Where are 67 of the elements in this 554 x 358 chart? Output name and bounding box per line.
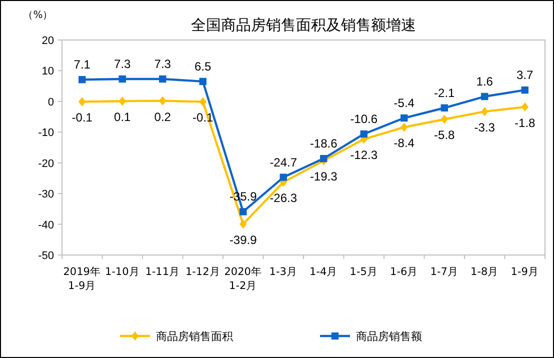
point xyxy=(118,75,126,83)
y-tick-label: 20 xyxy=(42,35,54,47)
point xyxy=(521,86,528,94)
data-label: -26.3 xyxy=(270,191,298,206)
x-tick-label: 1-9月 xyxy=(510,266,539,278)
data-label: 0.2 xyxy=(154,110,172,124)
x-tick-label: 1-3月 xyxy=(269,266,298,278)
point xyxy=(521,102,528,112)
data-label: 7.3 xyxy=(154,57,172,72)
point xyxy=(199,78,206,86)
y-tick-label: 10 xyxy=(42,66,54,78)
chart-title: 全国商品房销售面积及销售额增速 xyxy=(191,16,416,34)
point xyxy=(240,208,247,216)
legend-label: 商品房销售额 xyxy=(356,330,422,343)
data-label: -10.6 xyxy=(350,112,378,126)
data-label: -1.8 xyxy=(514,116,536,130)
point xyxy=(320,154,328,162)
point xyxy=(440,104,448,112)
point xyxy=(78,97,86,106)
point xyxy=(481,92,488,100)
data-label: -0.1 xyxy=(72,110,93,125)
data-label: -18.6 xyxy=(310,136,338,151)
x-tick-label: 1-4月 xyxy=(310,266,338,278)
data-label: -5.4 xyxy=(394,96,415,110)
y-tick-label: -50 xyxy=(38,250,54,262)
data-label: 7.3 xyxy=(114,57,132,72)
data-label: -12.3 xyxy=(350,148,378,162)
point xyxy=(159,75,166,83)
x-tick-label: 1-6月 xyxy=(390,266,418,278)
data-label: -5.8 xyxy=(434,128,456,142)
data-label: -3.3 xyxy=(474,120,496,135)
point xyxy=(400,122,408,132)
y-axis-title: （%） xyxy=(23,10,53,21)
data-label: -8.4 xyxy=(394,136,415,150)
point xyxy=(78,76,86,84)
x-tick-label: 2019年 1-9月 xyxy=(63,266,101,292)
x-tick-label: 1-12月 xyxy=(185,266,220,278)
point xyxy=(481,106,488,116)
point xyxy=(240,219,247,229)
x-tick-label: 1-11月 xyxy=(145,266,180,278)
point xyxy=(118,96,126,106)
data-label: -39.9 xyxy=(229,232,258,247)
y-tick-label: -40 xyxy=(38,219,54,232)
data-label: 1.6 xyxy=(476,74,494,89)
data-label: 0.1 xyxy=(114,110,132,124)
data-label: -19.3 xyxy=(310,170,338,184)
point xyxy=(360,130,368,138)
data-label: -24.7 xyxy=(270,155,298,170)
legend-label: 商品房销售面积 xyxy=(156,330,233,343)
x-tick-label: 1-8月 xyxy=(470,266,499,278)
point xyxy=(400,114,408,122)
point xyxy=(440,114,448,124)
data-label: -2.1 xyxy=(434,86,456,100)
y-tick-label: -30 xyxy=(38,188,54,201)
y-tick-label: -10 xyxy=(38,127,54,140)
y-tick-label: 0 xyxy=(48,96,54,108)
point xyxy=(199,97,206,106)
data-label: 7.1 xyxy=(74,58,91,72)
point xyxy=(159,96,166,106)
point xyxy=(280,174,287,181)
x-tick-label: 1-7月 xyxy=(430,266,458,278)
x-tick-label: 1-10月 xyxy=(104,266,140,278)
y-tick-label: -20 xyxy=(38,158,54,170)
x-tick-label: 1-5月 xyxy=(350,266,378,278)
x-tick-label: 2020年 1-2月 xyxy=(224,266,262,292)
data-label: 3.7 xyxy=(516,68,534,82)
data-label: 6.5 xyxy=(194,59,212,74)
